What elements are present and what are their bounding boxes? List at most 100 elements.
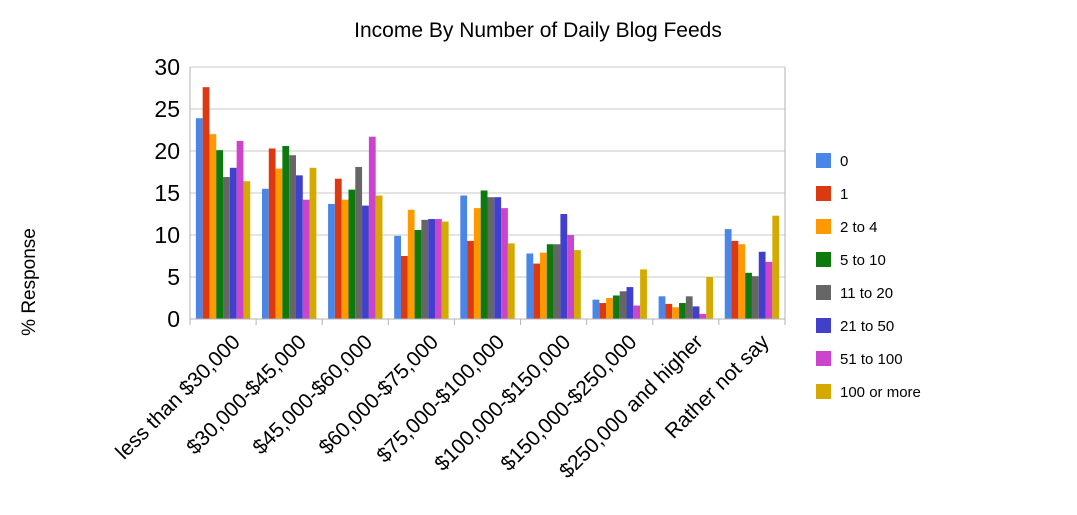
- bar: [619, 291, 627, 319]
- bar: [362, 205, 369, 319]
- bar: [685, 296, 693, 319]
- legend-label: 21 to 50: [840, 318, 894, 335]
- x-tick-label: $30,000-$45,000: [182, 330, 311, 459]
- bar: [202, 87, 210, 319]
- bar: [302, 199, 310, 319]
- legend-label: 2 to 4: [840, 219, 878, 236]
- x-tick-label: $60,000-$75,000: [315, 330, 444, 459]
- bar: [348, 189, 356, 319]
- bar: [328, 203, 335, 319]
- y-tick-label: 10: [154, 222, 180, 248]
- bar: [195, 118, 203, 320]
- y-tick-label: 0: [167, 306, 180, 332]
- bar: [507, 243, 515, 319]
- legend: 0 1 2 to 4 5 to 10 11 to 20 21 to 50 51 to 100…: [816, 153, 921, 401]
- bar: [699, 313, 707, 319]
- bar: [434, 219, 442, 319]
- bar: [421, 219, 429, 319]
- bar: [394, 235, 401, 319]
- bar: [368, 136, 376, 319]
- bar: [560, 214, 568, 319]
- bar: [606, 298, 613, 319]
- legend-swatch: [816, 186, 831, 201]
- bars: [195, 87, 780, 320]
- bar: [473, 208, 481, 319]
- bar: [428, 219, 435, 319]
- legend-swatch: [816, 219, 831, 234]
- y-tick-label: 5: [167, 264, 180, 290]
- legend-label: 51 to 100: [840, 351, 903, 368]
- bar: [467, 240, 474, 319]
- bar: [567, 235, 575, 319]
- bar: [480, 190, 488, 319]
- bar: [526, 253, 534, 319]
- bar: [460, 195, 468, 319]
- bar: [268, 148, 276, 319]
- bar: [706, 277, 714, 319]
- legend-label: 11 to 20: [840, 285, 893, 302]
- bar: [400, 256, 408, 319]
- bar: [275, 168, 283, 319]
- legend-label: 100 or more: [840, 384, 921, 401]
- bar: [355, 166, 363, 319]
- bar: [724, 229, 732, 319]
- x-tick-label: $45,000-$60,000: [248, 330, 377, 459]
- bar: [533, 263, 541, 319]
- bar: [295, 175, 303, 319]
- bar: [745, 272, 752, 319]
- bar: [223, 177, 230, 319]
- bar: [236, 140, 244, 319]
- bar: [765, 261, 773, 319]
- y-tick-label: 15: [154, 180, 180, 206]
- bar: [758, 251, 766, 319]
- bar: [692, 306, 700, 319]
- bar: [633, 305, 641, 319]
- bar: [612, 295, 620, 319]
- y-tick-label: 30: [154, 54, 180, 80]
- bar: [261, 188, 269, 319]
- bar: [546, 244, 554, 319]
- bar: [574, 250, 581, 319]
- bar: [494, 197, 502, 319]
- bar: [209, 134, 217, 319]
- legend-swatch: [816, 153, 831, 168]
- bar: [665, 303, 673, 319]
- bar: [282, 145, 290, 319]
- axes: [189, 67, 786, 325]
- bar: [751, 276, 759, 319]
- bar: [640, 269, 647, 319]
- x-tick-label: less than $30,000: [111, 330, 244, 463]
- bar: [407, 209, 415, 319]
- legend-swatch: [816, 384, 831, 399]
- bar: [341, 199, 349, 319]
- y-tick-labels: 0 5 10 15 20 25 30: [154, 54, 180, 332]
- bar: [289, 155, 296, 319]
- bar: [672, 307, 680, 319]
- bar: [658, 296, 666, 319]
- bar: [599, 303, 607, 319]
- bar: [414, 229, 422, 319]
- bar: [334, 178, 342, 319]
- bar: [731, 240, 739, 319]
- bar: [487, 197, 495, 319]
- x-tick-labels: less than $30,000$30,000-$45,000$45,000-…: [111, 330, 774, 483]
- bar: [738, 244, 746, 319]
- bar: [441, 221, 449, 319]
- bar: [592, 299, 600, 319]
- legend-swatch: [816, 351, 831, 366]
- bar: [626, 287, 634, 319]
- chart-title: Income By Number of Daily Blog Feeds: [354, 19, 722, 42]
- bar: [501, 208, 508, 319]
- legend-label: 5 to 10: [840, 252, 886, 269]
- y-axis-label: % Response: [19, 228, 40, 336]
- legend-label: 0: [840, 153, 848, 170]
- bar: [229, 167, 237, 319]
- bar: [216, 150, 224, 319]
- y-tick-label: 20: [154, 138, 180, 164]
- bar: [679, 303, 686, 319]
- legend-swatch: [816, 318, 831, 333]
- bar: [243, 181, 251, 319]
- bar: [309, 167, 317, 319]
- x-tick-label: $75,000-$100,000: [372, 330, 509, 467]
